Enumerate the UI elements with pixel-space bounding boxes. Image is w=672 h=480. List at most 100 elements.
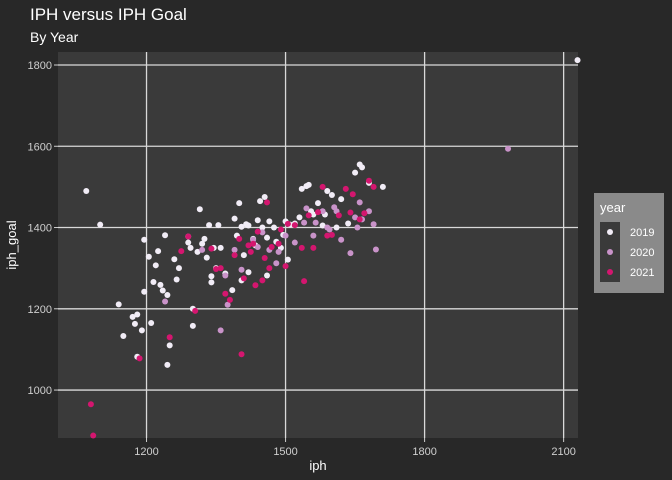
data-point [291, 222, 298, 229]
data-point [175, 265, 182, 272]
legend-label: 2021 [630, 267, 654, 279]
data-point [97, 221, 104, 228]
data-point [347, 250, 354, 257]
data-point [264, 272, 271, 279]
data-point [208, 279, 215, 286]
data-point [203, 254, 210, 261]
data-point [259, 229, 266, 236]
data-point [217, 265, 224, 272]
data-point [155, 248, 162, 255]
data-point [164, 291, 171, 298]
data-point [372, 246, 379, 253]
data-point [145, 253, 152, 260]
data-point [261, 255, 268, 262]
data-point [238, 266, 245, 273]
data-point [240, 252, 247, 259]
data-point [319, 183, 326, 190]
data-point [162, 298, 169, 305]
data-point [254, 244, 261, 251]
data-point [185, 239, 192, 246]
x-axis-label: iph [309, 458, 326, 473]
data-point [178, 248, 185, 255]
legend: year 2019 2020 2021 [594, 193, 664, 293]
data-point [301, 278, 308, 285]
data-point [277, 226, 284, 233]
data-point [310, 232, 317, 239]
data-point [189, 322, 196, 329]
data-point [201, 235, 208, 242]
data-point [141, 236, 148, 243]
data-point [356, 199, 363, 206]
data-point [319, 222, 326, 229]
data-point [115, 301, 122, 308]
data-point [141, 288, 148, 295]
data-point [379, 183, 386, 190]
series-2021 [87, 177, 377, 439]
data-point [238, 223, 245, 230]
data-point [166, 334, 173, 341]
data-point [159, 287, 166, 294]
data-point [303, 205, 310, 212]
axis-ticks: 1200 1500 1800 2100 1000 1200 1400 1600 1800 [28, 60, 576, 458]
data-point [319, 208, 326, 215]
data-point [338, 236, 345, 243]
data-point [352, 214, 359, 221]
data-point [194, 248, 201, 255]
data-point [247, 248, 254, 255]
data-point [261, 194, 268, 201]
data-point [359, 164, 366, 171]
chart-title: IPH versus IPH Goal [30, 5, 187, 24]
data-point [296, 214, 303, 221]
legend-title: year [600, 200, 626, 215]
data-point [324, 232, 331, 239]
data-point [305, 212, 312, 219]
data-point [259, 277, 266, 284]
data-point [162, 232, 169, 239]
data-point [152, 262, 159, 269]
data-point [370, 183, 377, 190]
data-point [196, 206, 203, 213]
data-point [333, 224, 340, 231]
data-point [120, 333, 127, 340]
y-tick-label: 1400 [28, 223, 52, 235]
data-point [217, 327, 224, 334]
data-point [335, 212, 342, 219]
data-point [206, 222, 213, 229]
data-point [208, 273, 215, 280]
data-point [365, 208, 372, 215]
plot-panel [58, 52, 578, 438]
data-point [83, 187, 90, 194]
data-point [185, 233, 192, 240]
data-point [574, 57, 581, 64]
data-point [129, 313, 136, 320]
data-point [284, 256, 291, 263]
legend-label: 2020 [630, 247, 654, 259]
data-point [301, 219, 308, 226]
data-point [347, 209, 354, 216]
chart-subtitle: By Year [30, 29, 79, 45]
data-point [315, 200, 321, 207]
data-point [270, 224, 277, 231]
data-point [345, 220, 352, 227]
data-point [264, 199, 271, 206]
data-point [213, 265, 220, 272]
data-point [259, 224, 266, 231]
data-point [148, 320, 155, 327]
data-point [245, 242, 252, 249]
x-tick-label: 1800 [412, 446, 436, 458]
data-point [87, 401, 94, 408]
data-point [224, 301, 231, 308]
data-point [370, 221, 377, 228]
data-point [310, 244, 317, 251]
y-tick-label: 1800 [28, 60, 52, 72]
data-point [298, 185, 305, 192]
grid-lines [58, 52, 578, 438]
data-point [231, 252, 238, 259]
data-point [199, 240, 206, 247]
legend-swatch [607, 249, 613, 255]
data-point [282, 232, 289, 239]
data-point [166, 342, 173, 349]
data-point [328, 192, 335, 199]
data-point [236, 200, 243, 207]
